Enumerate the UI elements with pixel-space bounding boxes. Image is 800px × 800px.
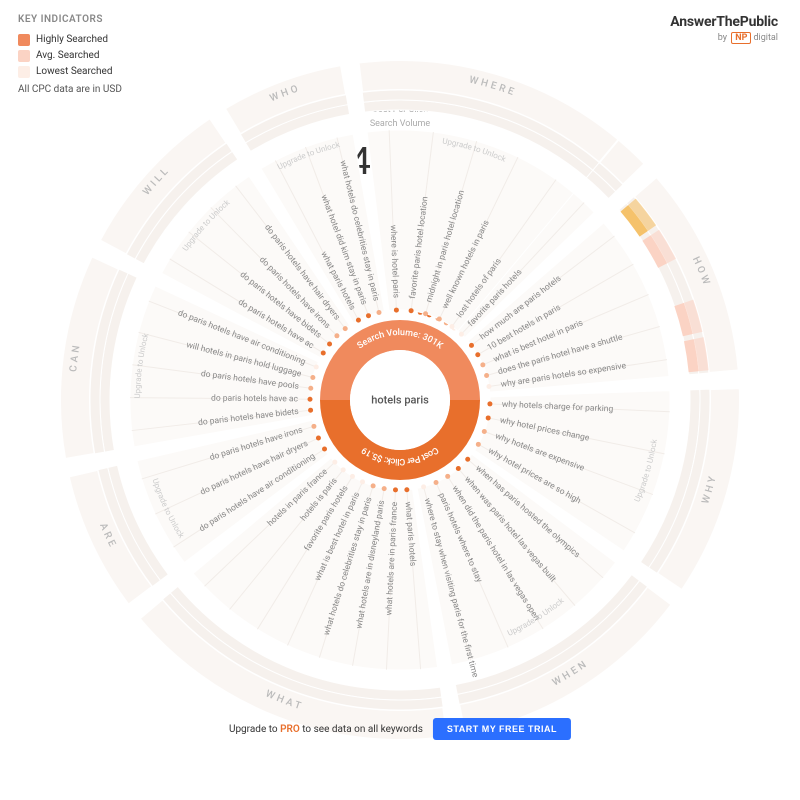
spoke-dot[interactable] <box>366 313 371 318</box>
legend-swatch <box>18 50 30 62</box>
spoke-dot[interactable] <box>382 486 387 491</box>
start-trial-button[interactable]: START MY FREE TRIAL <box>433 718 571 740</box>
brand: AnswerThePublic by NPdigital <box>670 14 778 44</box>
spoke-dot[interactable] <box>356 318 361 323</box>
legend-item: Highly Searched <box>18 32 122 48</box>
spoke-dot[interactable] <box>343 326 348 331</box>
spoke-dot[interactable] <box>376 310 381 315</box>
spoke-dot[interactable] <box>316 436 321 441</box>
legend-title: KEY INDICATORS <box>18 12 122 28</box>
spoke-dot[interactable] <box>486 384 491 389</box>
spoke-dot[interactable] <box>314 365 319 370</box>
spoke-dot[interactable] <box>437 317 442 322</box>
spoke-dot[interactable] <box>423 311 428 316</box>
spoke-dot[interactable] <box>487 401 492 406</box>
spoke-dot[interactable] <box>465 457 470 462</box>
cta-bar: Upgrade to PRO to see data on all keywor… <box>229 718 571 740</box>
spoke-dot[interactable] <box>308 386 313 391</box>
spoke-dot[interactable] <box>341 467 346 472</box>
spoke-dot[interactable] <box>434 480 439 485</box>
spoke-dot[interactable] <box>459 332 464 337</box>
brand-byline: by NPdigital <box>670 32 778 44</box>
spoke-dot[interactable] <box>360 479 365 484</box>
spoke-dot[interactable] <box>334 333 339 338</box>
spoke-dot[interactable] <box>350 474 355 479</box>
spoke-dot[interactable] <box>322 447 327 452</box>
brand-title: AnswerThePublic <box>670 14 778 30</box>
spoke-dot[interactable] <box>421 484 426 489</box>
spoke-dot[interactable] <box>475 352 480 357</box>
center-keyword: hotels paris <box>371 394 429 407</box>
spoke-dot[interactable] <box>311 424 316 429</box>
cta-text: Upgrade to PRO to see data on all keywor… <box>229 724 423 735</box>
legend-swatch <box>18 34 30 46</box>
spoke-dot[interactable] <box>450 324 455 329</box>
spoke-dot[interactable] <box>480 362 485 367</box>
spoke-dot[interactable] <box>394 308 399 313</box>
spoke-dot[interactable] <box>332 460 337 465</box>
spoke-dot[interactable] <box>321 350 326 355</box>
spoke-dot[interactable] <box>482 429 487 434</box>
spoke-dot[interactable] <box>486 415 491 420</box>
spoke-dot[interactable] <box>310 375 315 380</box>
spoke-dot[interactable] <box>404 487 409 492</box>
spoke-label[interactable]: do paris hotels have ac <box>211 394 299 405</box>
spoke-dot[interactable] <box>476 442 481 447</box>
spoke-dot[interactable] <box>456 466 461 471</box>
spoke-dot[interactable] <box>327 341 332 346</box>
spoke-dot[interactable] <box>308 408 313 413</box>
spoke-dot[interactable] <box>409 308 414 313</box>
spoke-dot[interactable] <box>445 474 450 479</box>
spoke-dot[interactable] <box>371 483 376 488</box>
legend-swatch <box>18 66 30 78</box>
spoke-dot[interactable] <box>469 343 474 348</box>
spoke-dot[interactable] <box>393 487 398 492</box>
spoke-dot[interactable] <box>308 397 313 402</box>
spoke-dot[interactable] <box>484 373 489 378</box>
